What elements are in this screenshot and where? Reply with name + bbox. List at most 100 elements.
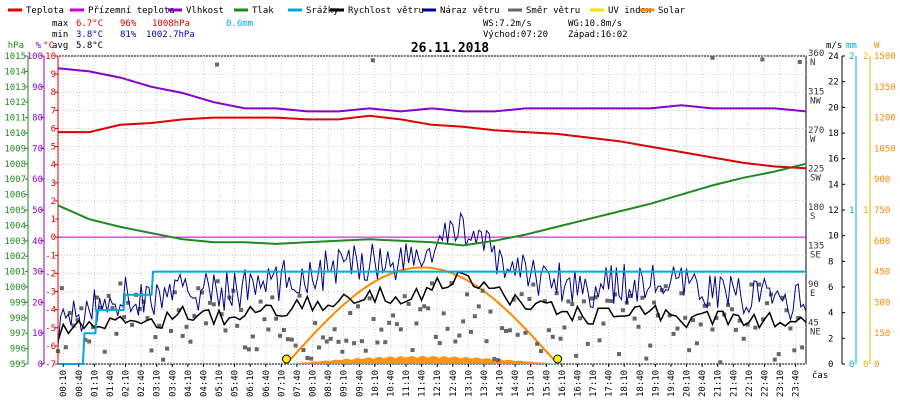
axis-x-label: 01:10 xyxy=(90,370,100,397)
legend-label-srazky: Srážky xyxy=(306,6,339,16)
series-smer-point xyxy=(211,302,216,307)
series-smer-point xyxy=(262,317,267,322)
series-smer-point xyxy=(317,345,322,350)
legend: Teplota Přízemní teplota Vlhkost Tlak Srážky… xyxy=(8,6,686,16)
series-smer-point xyxy=(141,299,146,304)
axis-x-label: 07:40 xyxy=(293,370,303,397)
series-smer-point xyxy=(278,333,283,338)
series-smer-point xyxy=(472,314,477,319)
series-smer-point xyxy=(605,298,610,303)
axis-pressure-label: 1014 xyxy=(4,67,26,77)
series-smer-point xyxy=(122,315,127,320)
series-smer-point xyxy=(457,333,462,338)
series-smer-point xyxy=(168,328,173,333)
series-smer-point xyxy=(145,316,150,321)
series-smer-point xyxy=(531,282,536,287)
axis-pressure-label: 1000 xyxy=(4,283,26,293)
series-smer-point xyxy=(760,57,765,62)
series-smer-point xyxy=(761,317,766,322)
axis-direction-label: NE xyxy=(810,328,821,338)
axis-x-label: 17:40 xyxy=(605,370,615,397)
series-smer-point xyxy=(476,304,481,309)
series-smer-point xyxy=(270,295,275,300)
stat-max-press: 1008hPa xyxy=(152,19,190,29)
series-vlhkost xyxy=(57,67,807,113)
series-rychlost xyxy=(57,270,807,342)
stat-avg-label: avg xyxy=(52,41,68,51)
series-smer-point xyxy=(465,292,470,297)
axis-x-label: 04:10 xyxy=(184,370,194,397)
series-smer-point xyxy=(352,341,357,346)
axis-x-label: 09:10 xyxy=(340,370,350,397)
stat-avg-temp: 5.8°C xyxy=(76,41,103,51)
axis-x-label: 06:40 xyxy=(262,370,272,397)
axis-x-label: 00:10 xyxy=(59,370,69,397)
series-smer-point xyxy=(515,332,520,337)
series-smer-point xyxy=(344,338,349,343)
series-smer-point xyxy=(398,327,403,332)
axis-x-label: 05:40 xyxy=(231,370,241,397)
axis-solar-label: 1200 xyxy=(874,114,896,124)
series-smer-point xyxy=(710,327,715,332)
series-smer-point xyxy=(355,304,360,309)
series-smer-point xyxy=(698,322,703,327)
series-smer-point xyxy=(293,343,298,348)
axis-direction-value: 45 xyxy=(808,319,819,329)
series-smer-point xyxy=(305,355,310,360)
series-smer-point xyxy=(98,305,103,310)
axis-x-label: 15:10 xyxy=(527,370,537,397)
axis-temperature-unit: °C xyxy=(43,41,54,51)
series-smer-point xyxy=(765,301,770,306)
axis-pressure-label: 1001 xyxy=(4,268,26,278)
legend-label-prizemni: Přízemní teplota xyxy=(88,6,175,16)
series-smer-point xyxy=(585,341,590,346)
axis-wind-label: 6 xyxy=(828,283,833,293)
series-smer-point xyxy=(418,307,423,312)
stats-panel: max 6.7°C 96% 1008hPa 0.6mm min 3.8°C 81… xyxy=(52,19,628,51)
series-smer-point xyxy=(274,316,279,321)
axis-x-label: 14:40 xyxy=(511,370,521,397)
series-smer-point xyxy=(422,304,427,309)
series-smer-point xyxy=(570,302,575,307)
axis-pressure-label: 1004 xyxy=(4,221,26,231)
series-smer-point xyxy=(550,334,555,339)
series-smer-point xyxy=(675,326,680,331)
axis-humidity-label: 60 xyxy=(32,175,43,185)
axis-x-label: 20:40 xyxy=(698,370,708,397)
series-smer-point xyxy=(184,324,189,329)
axis-direction-label: SW xyxy=(810,174,821,184)
axis-wind-label: 16 xyxy=(828,155,839,165)
series-smer-point xyxy=(507,328,512,333)
series-smer-point xyxy=(492,357,497,362)
axis-wind-label: 12 xyxy=(828,206,839,216)
axis-x-label: 21:10 xyxy=(714,370,724,397)
axis-wind-label: 0 xyxy=(828,360,833,370)
axis-wind-unit: m/s xyxy=(826,41,842,51)
series-smer-point xyxy=(480,288,485,293)
series-smer-point xyxy=(363,348,368,353)
axis-direction-label: S xyxy=(810,212,815,222)
series-smer-point xyxy=(433,334,438,339)
series-smer-point xyxy=(332,327,337,332)
axis-solar-label: 1350 xyxy=(874,83,896,93)
series-smer-point xyxy=(628,294,633,299)
axis-temperature-label: -5 xyxy=(45,324,56,334)
series-smer-point xyxy=(581,299,586,304)
axis-rain-unit: mm xyxy=(846,41,857,51)
axis-humidity-label: 80 xyxy=(32,114,43,124)
axis-solar-label: 300 xyxy=(874,298,890,308)
axis-pressure-label: 1010 xyxy=(4,129,26,139)
series-smer-point xyxy=(387,320,392,325)
series-smer-point xyxy=(691,318,696,323)
series-smer-point xyxy=(94,295,99,300)
series-smer-point xyxy=(102,349,107,354)
series-smer-point xyxy=(250,334,255,339)
axis-temperature-label: 2 xyxy=(51,197,56,207)
axis-x-label: 02:40 xyxy=(137,370,147,397)
series-smer-point xyxy=(118,281,123,286)
axis-direction-value: 360 xyxy=(808,49,824,59)
axis-x-label: 20:10 xyxy=(683,370,693,397)
axis-wind-label: 22 xyxy=(828,78,839,88)
legend-label-rychlost: Rychlost větru xyxy=(348,6,424,16)
